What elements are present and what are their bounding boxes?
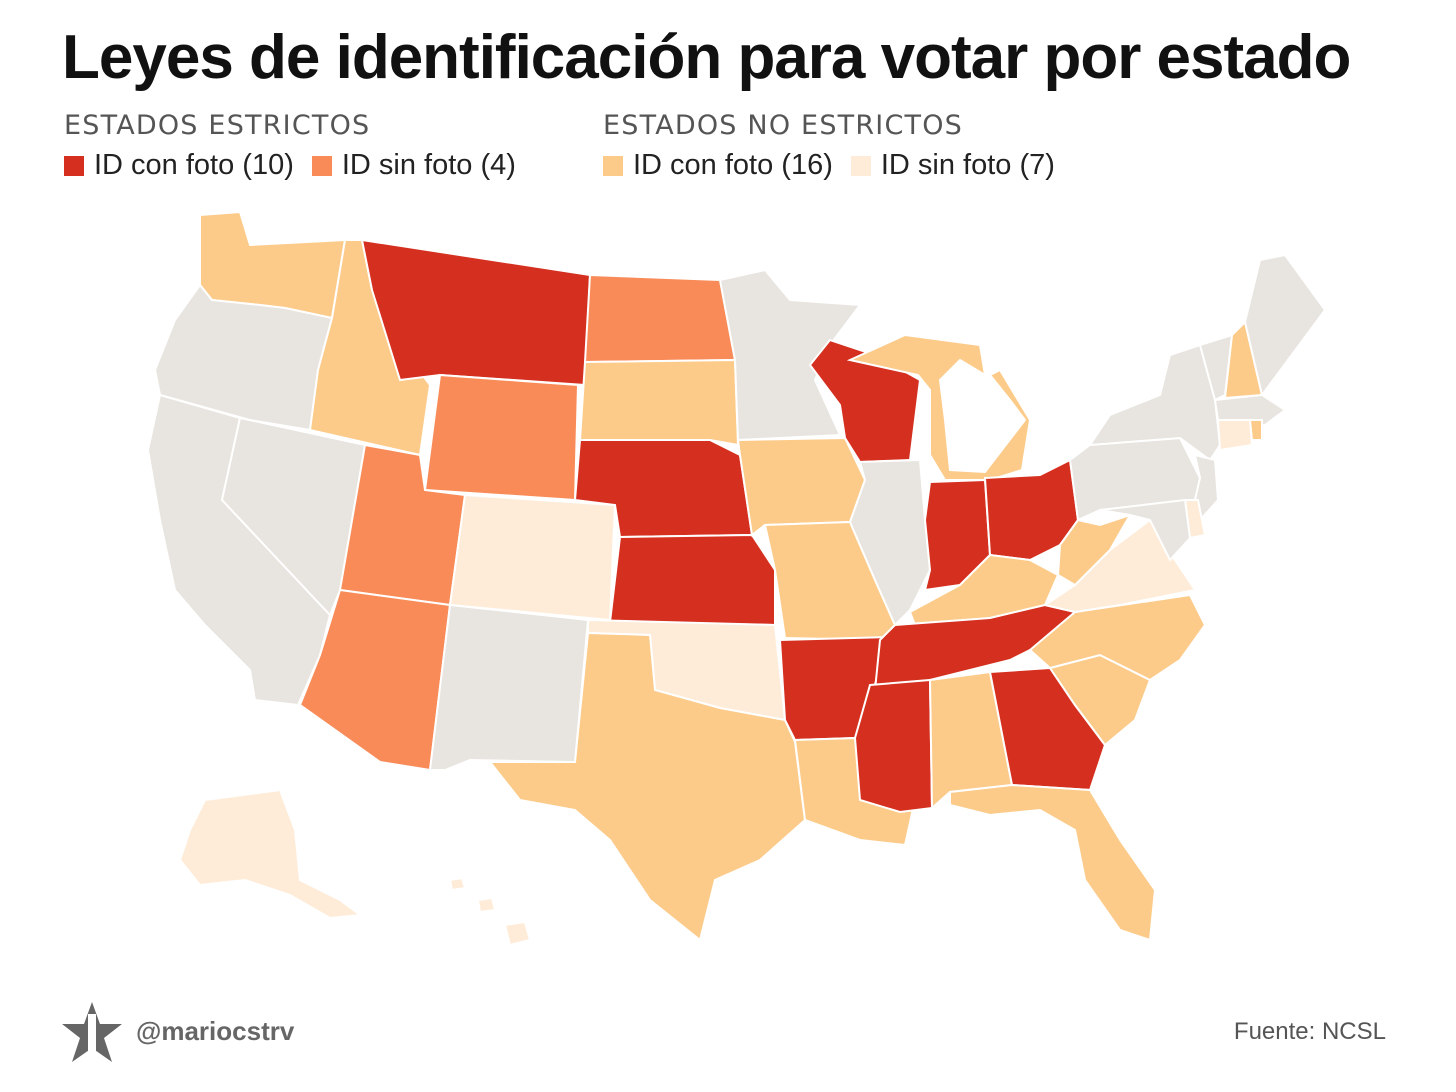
legend-swatch xyxy=(311,155,332,176)
legend-item-strict-photo: ID con foto (10) xyxy=(64,149,294,182)
legend-strict: ESTADOS ESTRICTOS ID con foto (10) ID si… xyxy=(64,110,534,182)
legend-swatch xyxy=(64,155,84,176)
state-MA xyxy=(1213,393,1287,427)
state-ME xyxy=(1243,253,1327,398)
legend-item-strict-nophoto: ID sin foto (4) xyxy=(311,149,516,182)
legend-swatch xyxy=(850,155,871,176)
state-MS xyxy=(853,678,934,814)
star-logo-icon xyxy=(62,1002,122,1062)
legend-label: ID sin foto (4) xyxy=(341,149,516,181)
state-FL xyxy=(949,783,1157,942)
state-RI xyxy=(1248,419,1263,441)
state-HI xyxy=(476,896,497,914)
state-MI xyxy=(846,333,1032,481)
legend-swatch xyxy=(603,155,623,176)
legend-item-nonstrict-nophoto: ID sin foto (7) xyxy=(850,149,1055,182)
legend-item-nonstrict-photo: ID con foto (16) xyxy=(603,149,833,182)
state-MT xyxy=(360,238,592,387)
legend-strict-heading: ESTADOS ESTRICTOS xyxy=(64,110,371,141)
state-SD xyxy=(578,358,740,447)
state-MD xyxy=(1099,498,1192,562)
state-WV xyxy=(1056,513,1133,587)
state-NV xyxy=(220,416,367,617)
state-KS xyxy=(608,533,776,627)
state-AK xyxy=(178,788,363,920)
state-CO xyxy=(448,493,617,622)
state-IL xyxy=(848,458,932,627)
legend-label: ID con foto (16) xyxy=(633,149,833,181)
state-HI xyxy=(503,920,532,947)
author-handle: @mariocstrv xyxy=(136,1016,295,1046)
legend-label: ID sin foto (7) xyxy=(880,149,1055,181)
state-CT xyxy=(1216,419,1254,452)
state-IA xyxy=(736,436,867,537)
legend-nonstrict: ESTADOS NO ESTRICTOS ID con foto (16) ID… xyxy=(603,110,1073,182)
state-HI xyxy=(448,876,467,892)
legend-label: ID con foto (10) xyxy=(94,149,294,181)
state-WY xyxy=(423,373,580,502)
source-note: Fuente: NCSL xyxy=(1233,1018,1386,1045)
state-ND xyxy=(583,273,737,364)
legend-nonstrict-heading: ESTADOS NO ESTRICTOS xyxy=(603,110,964,141)
us-map xyxy=(146,210,1327,947)
state-TX xyxy=(487,631,807,942)
page-title: Leyes de identificación para votar por e… xyxy=(62,23,1351,92)
state-NM xyxy=(428,603,590,771)
